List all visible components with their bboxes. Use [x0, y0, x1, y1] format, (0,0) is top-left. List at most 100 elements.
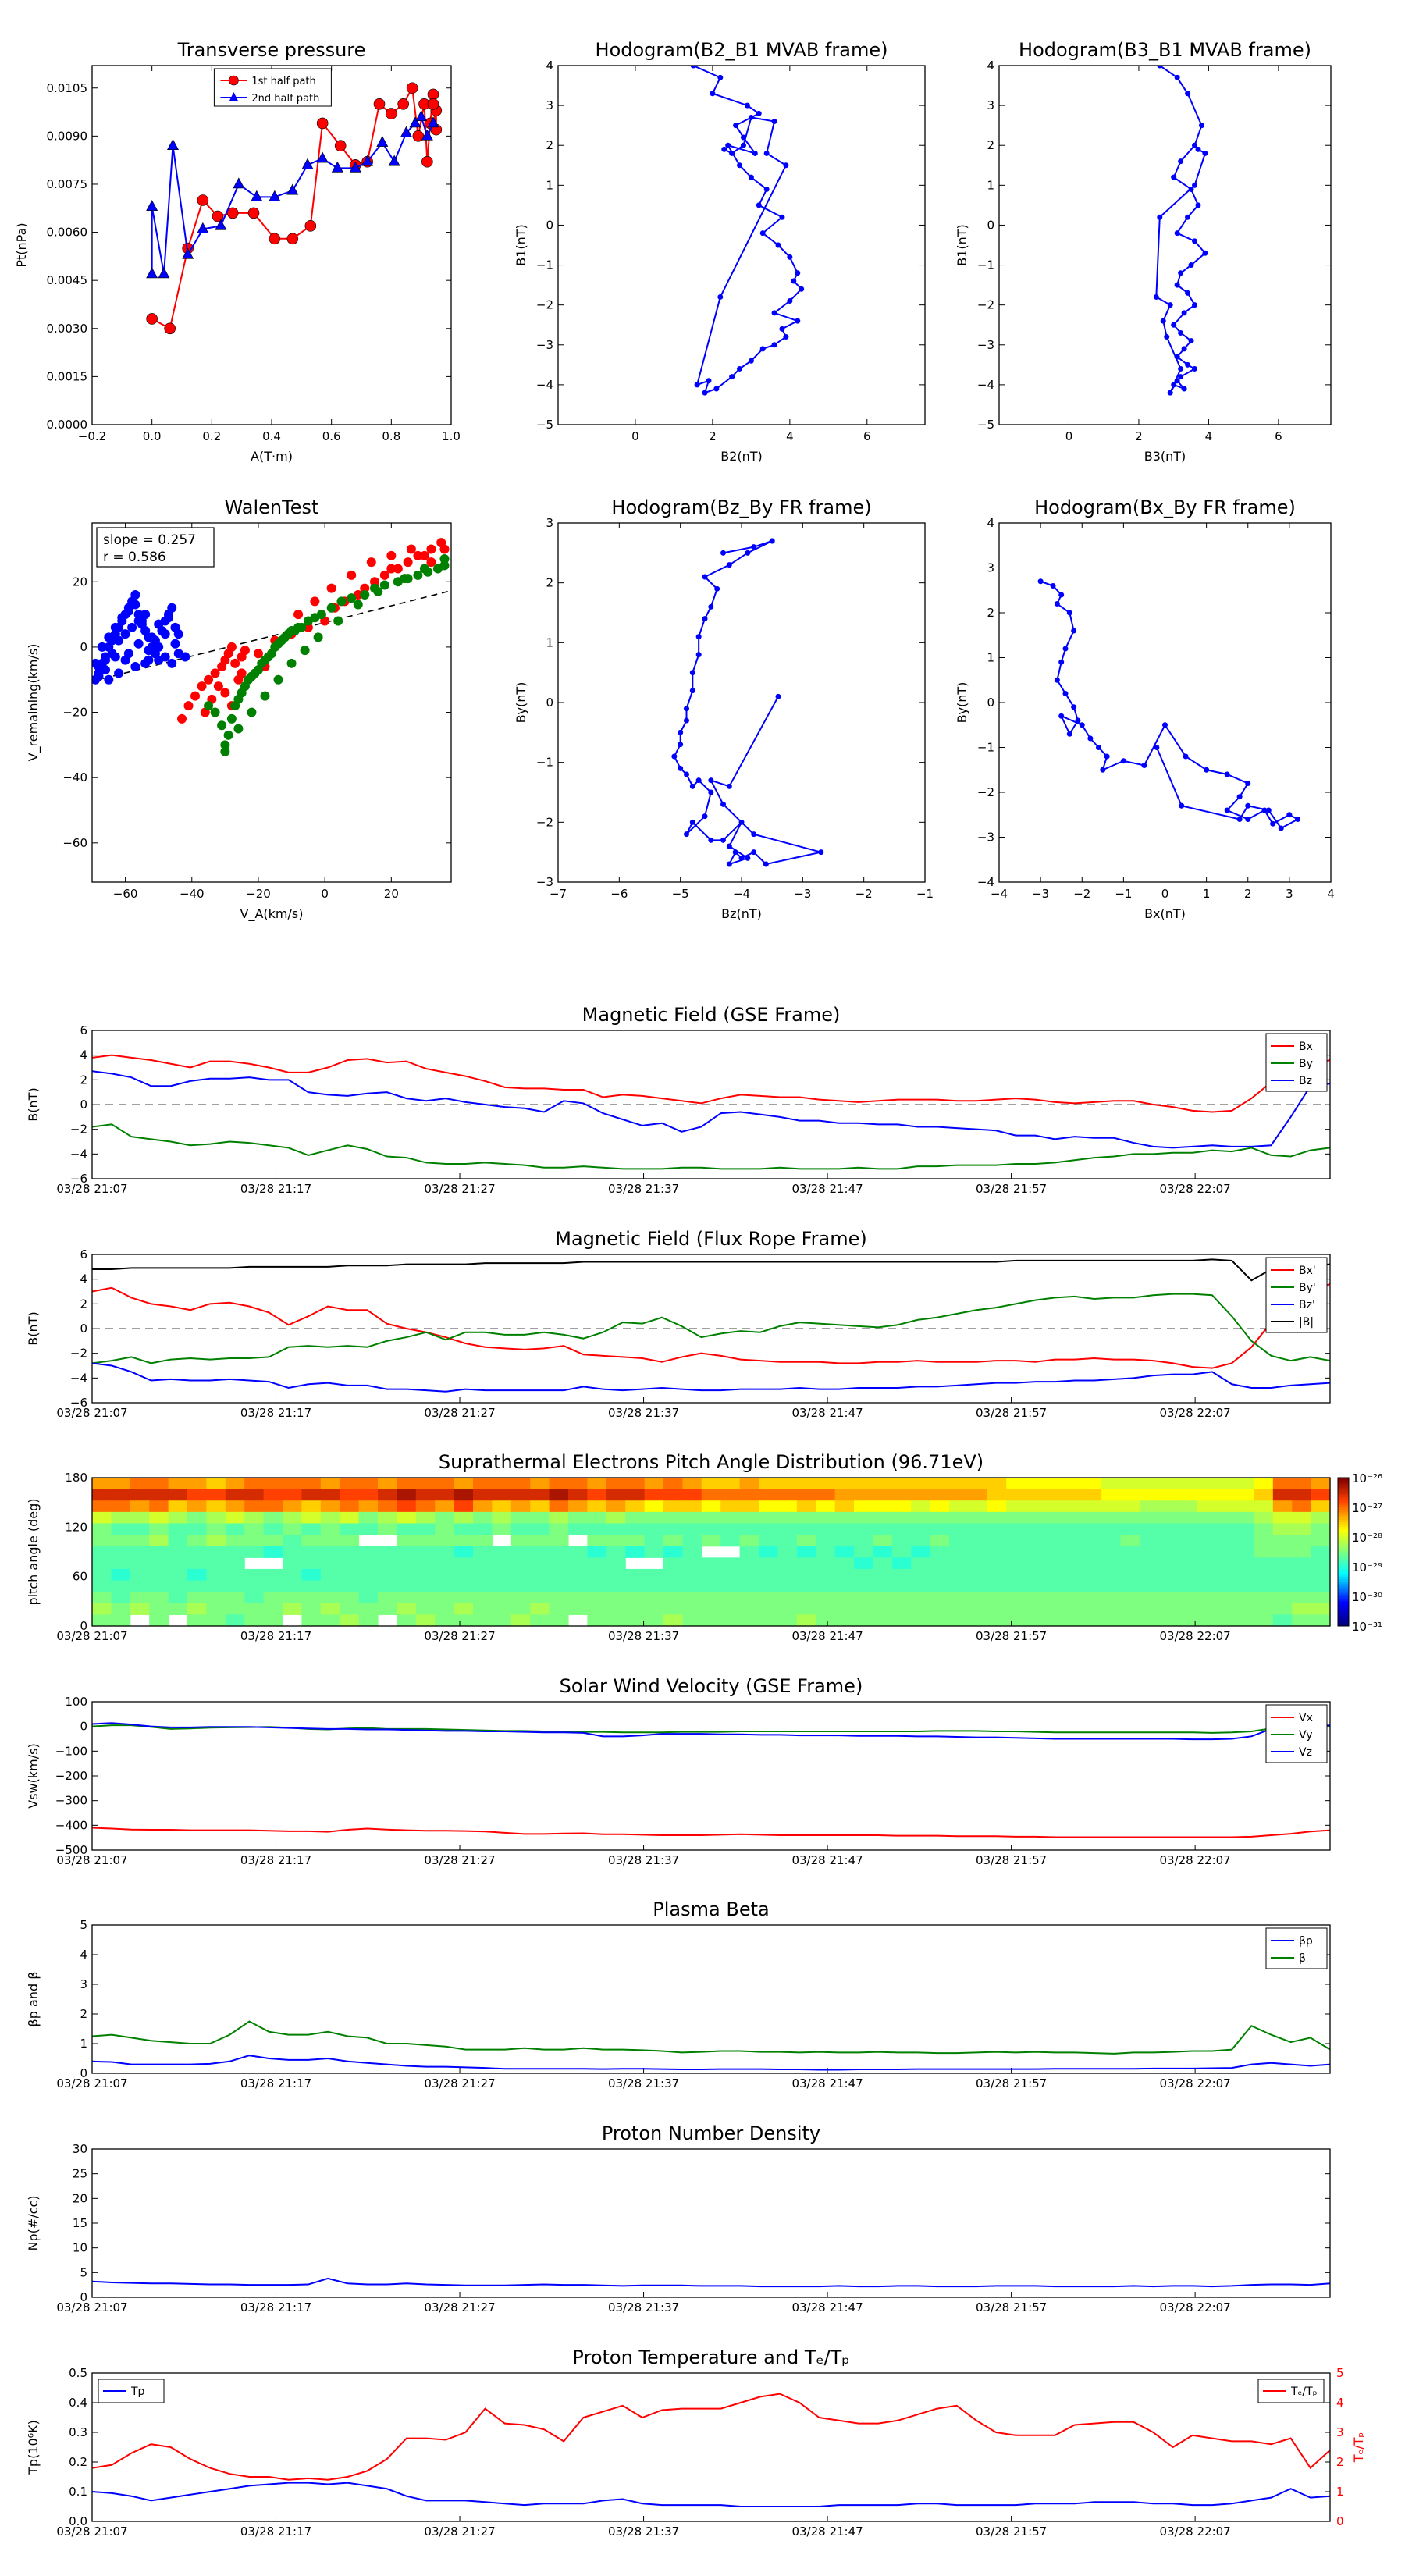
colorbar-step — [1338, 1487, 1349, 1491]
data-point — [737, 365, 743, 372]
heatmap-cell — [340, 1568, 360, 1582]
data-point — [130, 590, 140, 600]
heatmap-cell — [244, 1603, 265, 1615]
heatmap-cell — [949, 1603, 969, 1615]
legend-box — [1265, 1927, 1328, 1969]
heatmap-cell — [301, 1580, 322, 1592]
heatmap-cell — [911, 1478, 931, 1490]
chart-title: Transverse pressure — [177, 39, 366, 61]
data-point — [104, 674, 114, 685]
x-tick-label: 4 — [786, 429, 794, 443]
heatmap-cell — [187, 1546, 207, 1558]
y-tick-label: 0.0060 — [47, 226, 88, 240]
heatmap-cell — [435, 1603, 455, 1615]
heatmap-cell — [378, 1489, 397, 1501]
x-tick-label: 03/28 21:37 — [608, 2076, 679, 2090]
heatmap-cell — [530, 1523, 550, 1535]
data-point — [1236, 817, 1243, 822]
data-point — [1188, 186, 1194, 192]
x-tick-label: 6 — [1275, 429, 1282, 443]
legend-label: Bz — [1299, 1075, 1312, 1087]
data-point — [795, 318, 801, 324]
y-tick-label: 0.4 — [69, 2396, 87, 2410]
heatmap-cell — [968, 1580, 988, 1592]
heatmap-cell — [530, 1500, 550, 1513]
x-tick-label: 03/28 21:07 — [56, 1182, 127, 1196]
x-tick-label: −6 — [610, 887, 628, 901]
heatmap-cell — [968, 1592, 988, 1604]
data-point — [167, 658, 177, 668]
y-tick-label: −5 — [977, 418, 994, 432]
heatmap-cell — [834, 1568, 855, 1582]
heatmap-cell — [1272, 1511, 1293, 1525]
heatmap-cell — [930, 1614, 950, 1627]
heatmap-cell — [340, 1535, 360, 1547]
data-point — [818, 849, 824, 856]
data-point — [376, 135, 389, 147]
heatmap-cell — [530, 1489, 550, 1501]
heatmap-cell — [1006, 1478, 1026, 1490]
colorbar-step — [1338, 1480, 1349, 1483]
heatmap-cell — [1063, 1546, 1083, 1558]
heatmap-cell — [949, 1557, 969, 1570]
data-point — [748, 358, 754, 364]
heatmap-cell — [587, 1478, 607, 1490]
heatmap-cell — [644, 1523, 664, 1535]
fit-line — [92, 589, 451, 682]
x-axis-label: Bz(nT) — [721, 906, 762, 921]
heatmap-cell — [930, 1557, 950, 1570]
colorbar-step — [1338, 1544, 1349, 1548]
heatmap-cell — [1063, 1592, 1083, 1604]
data-point — [101, 655, 111, 665]
x-tick-label: 03/28 21:17 — [240, 2524, 311, 2539]
data-point — [783, 162, 789, 169]
y-tick-label: 0 — [80, 2066, 87, 2080]
heatmap-cell — [378, 1500, 397, 1513]
y-right-tick-label: 4 — [1336, 2396, 1344, 2410]
heatmap-cell — [1006, 1592, 1026, 1604]
colorbar-step — [1338, 1623, 1349, 1627]
heatmap-cell — [1158, 1592, 1179, 1604]
heatmap-cell — [358, 1511, 379, 1525]
heatmap-cell — [340, 1546, 360, 1558]
heatmap-cell — [1158, 1523, 1179, 1535]
y-tick-label: −1 — [977, 741, 994, 755]
data-point — [1054, 601, 1060, 607]
heatmap-cell — [187, 1614, 207, 1627]
heatmap-cell — [92, 1500, 112, 1513]
data-point — [1160, 318, 1166, 324]
heatmap-cell — [1063, 1500, 1083, 1513]
data-point — [1204, 767, 1210, 773]
heatmap-cell — [1082, 1557, 1102, 1570]
heatmap-cell — [320, 1546, 340, 1558]
y-tick-label: −2 — [977, 298, 994, 312]
legend-label: β — [1299, 1952, 1306, 1965]
data-point — [97, 642, 107, 652]
heatmap-cell — [968, 1511, 988, 1525]
colorbar-step — [1338, 1529, 1349, 1533]
legend-label: Bz' — [1299, 1299, 1315, 1311]
x-tick-label: −1 — [916, 887, 934, 901]
heatmap-cell — [701, 1580, 721, 1592]
heatmap-cell — [1120, 1523, 1140, 1535]
heatmap-cell — [244, 1489, 265, 1501]
heatmap-cell — [206, 1489, 226, 1501]
heatmap-cell — [1025, 1568, 1045, 1582]
heatmap-cell — [454, 1614, 474, 1627]
chart-title: Hodogram(Bx_By FR frame) — [1034, 496, 1296, 518]
heatmap-cell — [244, 1568, 265, 1582]
heatmap-cell — [873, 1546, 893, 1558]
heatmap-cell — [225, 1557, 245, 1570]
heatmap-cell — [1063, 1614, 1083, 1627]
heatmap-cell — [415, 1546, 436, 1558]
heatmap-cell — [834, 1614, 855, 1627]
data-point — [1050, 583, 1056, 589]
heatmap-cell — [1158, 1535, 1179, 1547]
heatmap-cell — [1082, 1603, 1102, 1615]
heatmap-cell — [1215, 1523, 1236, 1535]
heatmap-cell — [454, 1580, 474, 1592]
data-point — [286, 183, 299, 195]
data-point — [708, 789, 714, 795]
heatmap-cell — [663, 1557, 683, 1570]
